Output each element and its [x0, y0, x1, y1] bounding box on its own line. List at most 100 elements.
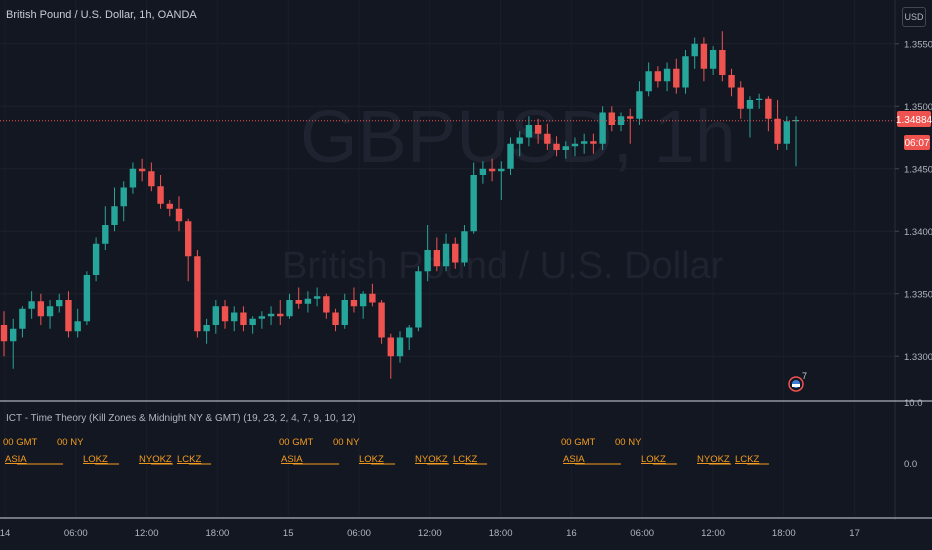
candle-body	[470, 175, 477, 232]
candle	[286, 293, 293, 319]
currency-button[interactable]: USD	[902, 7, 926, 27]
candle	[673, 58, 680, 94]
candle-body	[580, 141, 588, 144]
candle-body	[461, 231, 468, 263]
candle	[654, 66, 662, 88]
candle-body	[129, 168, 137, 188]
candle	[304, 291, 312, 313]
candle-body	[221, 306, 229, 322]
candle	[37, 293, 45, 325]
candle	[387, 333, 394, 379]
candle	[148, 162, 155, 192]
candle-body	[102, 225, 109, 244]
candle-body	[746, 100, 754, 109]
candle-body	[627, 116, 634, 119]
time-tick-label: 06:00	[630, 528, 654, 539]
candle	[28, 291, 35, 319]
session-label: ASIA	[281, 454, 303, 465]
candle-body	[691, 43, 698, 57]
candle-body	[138, 168, 146, 172]
candle-body	[682, 56, 689, 88]
watermark-name: British Pound / U.S. Dollar	[282, 245, 724, 287]
flag-stripe-icon	[792, 384, 800, 387]
candle	[470, 162, 477, 234]
candle-body	[728, 75, 735, 88]
price-axis[interactable]: 1.35500 1.35000 1.34500 1.34000 1.33500 1.330…	[895, 39, 932, 363]
candle-body	[184, 221, 192, 257]
time-tick-label: 12:00	[418, 528, 442, 539]
candle-body	[83, 275, 91, 322]
candle	[111, 187, 118, 232]
candle-body	[286, 300, 293, 317]
candle-body	[571, 143, 579, 147]
candle-body	[111, 206, 118, 225]
candle-body	[406, 327, 413, 338]
candle	[19, 306, 26, 338]
candle	[74, 308, 81, 338]
candle	[580, 133, 588, 154]
candle-body	[654, 71, 662, 82]
candle-body	[166, 203, 173, 209]
symbol-title[interactable]: British Pound / U.S. Dollar, 1h, OANDA	[6, 9, 197, 21]
candle-body	[709, 50, 717, 69]
candle	[359, 291, 367, 319]
indicator-title[interactable]: ICT - Time Theory (Kill Zones & Midnight…	[6, 413, 356, 424]
session-label: 00 NY	[333, 437, 360, 448]
indicator-axis: 10.0 0.0	[904, 398, 923, 470]
session-label: LCKZ	[453, 454, 477, 465]
time-tick-label: 06:00	[64, 528, 88, 539]
candle-body	[175, 208, 183, 222]
candle	[415, 266, 422, 332]
candle	[166, 200, 173, 217]
candle-body	[599, 112, 606, 144]
candle-body	[341, 300, 348, 325]
candle-body	[313, 296, 321, 299]
events-badge[interactable]: 7	[788, 371, 807, 392]
time-axis[interactable]: 14 06:00 12:00 18:00 15 06:00 12:00 18:00 16 06:0…	[0, 528, 860, 539]
candle	[534, 118, 542, 144]
indicator-tick-label: 0.0	[904, 459, 917, 470]
time-tick-label: 17	[849, 528, 860, 539]
candle	[258, 311, 266, 329]
candle-body	[590, 141, 597, 144]
candle-body	[645, 71, 652, 92]
candle-body	[507, 143, 514, 169]
candle	[56, 293, 63, 313]
time-tick-label: 18:00	[489, 528, 513, 539]
session-label: ASIA	[5, 454, 27, 465]
session-label: ASIA	[563, 454, 585, 465]
time-tick-label: 06:00	[347, 528, 371, 539]
candle-body	[258, 316, 266, 319]
candle	[442, 233, 450, 272]
candle	[765, 96, 772, 132]
candle	[424, 225, 431, 282]
candle	[313, 287, 321, 307]
candle-body	[369, 293, 376, 303]
candle-body	[525, 125, 533, 138]
candle-body	[240, 312, 247, 325]
candle-body	[765, 98, 772, 119]
candle-body	[359, 293, 367, 307]
countdown-timer: 06:07	[904, 138, 929, 149]
price-tick-label: 1.33000	[904, 352, 932, 363]
time-tick-label: 14	[0, 528, 10, 539]
candle	[433, 237, 441, 272]
candle-body	[433, 250, 441, 267]
candle-body	[19, 308, 26, 329]
candle-body	[636, 91, 643, 119]
session-label: NYOKZ	[697, 454, 730, 465]
session-label: NYOKZ	[139, 454, 172, 465]
candle	[203, 318, 210, 344]
candle-body	[534, 125, 542, 134]
candle-body	[194, 256, 201, 332]
last-price-value: 1.34884	[896, 115, 932, 126]
candle-body	[28, 301, 35, 309]
candle-body	[203, 325, 210, 332]
candle	[728, 68, 735, 97]
candle	[212, 300, 220, 334]
session-label: LCKZ	[735, 454, 759, 465]
candle-body	[544, 133, 551, 144]
candle-body	[719, 50, 726, 75]
candle-body	[553, 143, 560, 150]
